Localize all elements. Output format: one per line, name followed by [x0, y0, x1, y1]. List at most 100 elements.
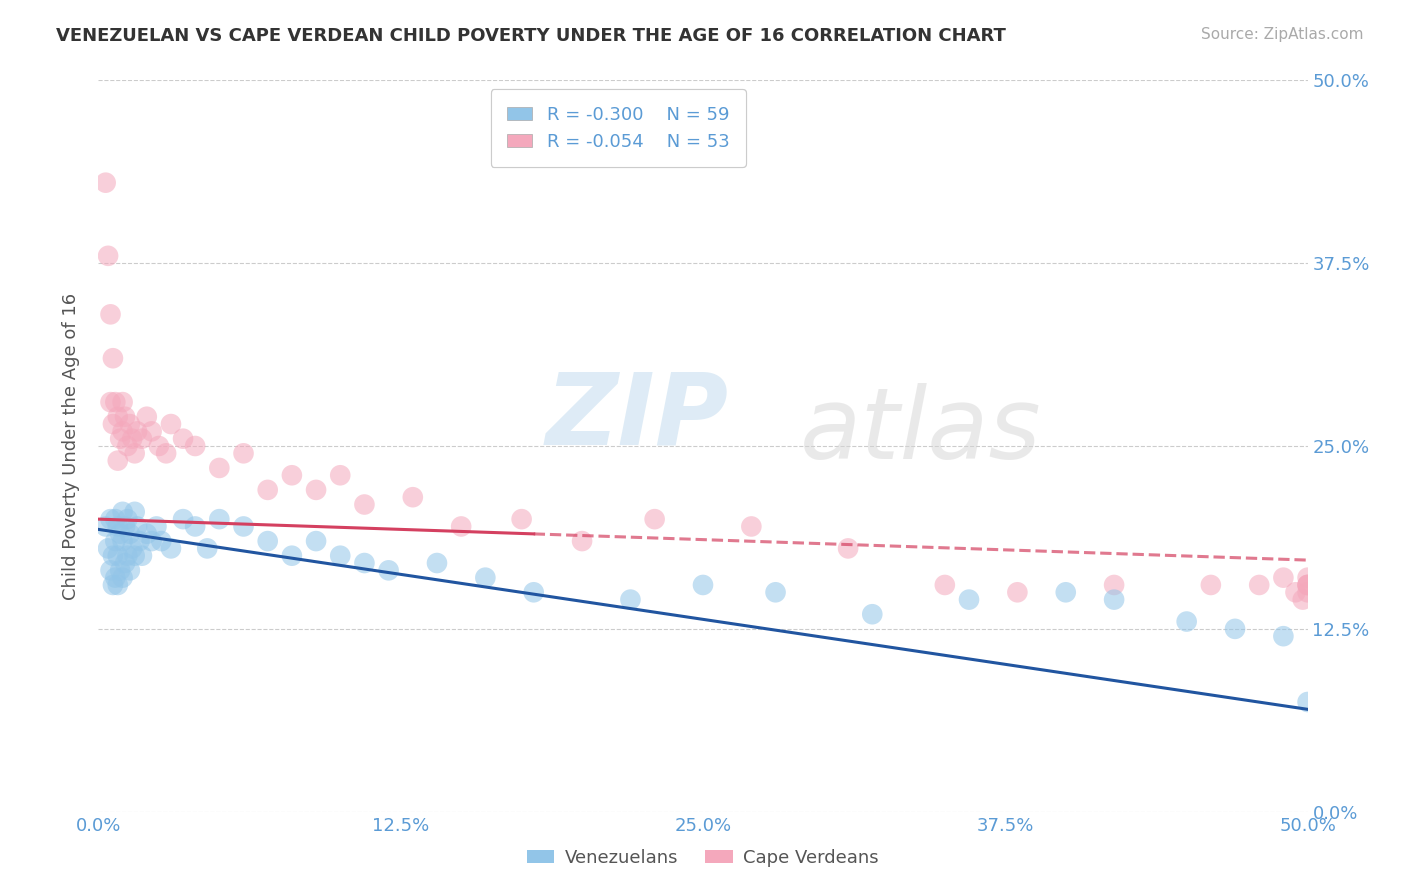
Point: [510, 512, 533, 526]
Point: [141, 425, 163, 439]
Point: [160, 541, 183, 556]
Point: [957, 592, 980, 607]
Point: [172, 512, 194, 526]
Text: ZIP: ZIP: [546, 368, 728, 466]
Point: [934, 578, 956, 592]
Point: [124, 505, 146, 519]
Point: [107, 453, 129, 467]
Point: [1292, 592, 1315, 607]
Point: [402, 490, 425, 504]
Point: [571, 534, 593, 549]
Point: [101, 417, 124, 431]
Point: [1249, 578, 1271, 592]
Point: [94, 519, 117, 533]
Point: [256, 534, 278, 549]
Point: [118, 526, 141, 541]
Point: [104, 512, 127, 526]
Point: [118, 563, 141, 577]
Point: [474, 571, 496, 585]
Point: [1296, 578, 1319, 592]
Point: [329, 468, 352, 483]
Point: [111, 571, 134, 585]
Point: [135, 409, 157, 424]
Point: [150, 534, 173, 549]
Point: [172, 432, 194, 446]
Point: [281, 468, 304, 483]
Point: [353, 498, 375, 512]
Point: [329, 549, 352, 563]
Point: [148, 439, 170, 453]
Point: [1223, 622, 1246, 636]
Point: [104, 395, 127, 409]
Point: [101, 549, 124, 563]
Point: [97, 541, 120, 556]
Point: [101, 351, 124, 366]
Point: [145, 519, 167, 533]
Point: [523, 585, 546, 599]
Point: [1296, 571, 1319, 585]
Point: [114, 409, 136, 424]
Text: VENEZUELAN VS CAPE VERDEAN CHILD POVERTY UNDER THE AGE OF 16 CORRELATION CHART: VENEZUELAN VS CAPE VERDEAN CHILD POVERTY…: [56, 27, 1007, 45]
Point: [1296, 578, 1319, 592]
Point: [107, 519, 129, 533]
Point: [100, 512, 122, 526]
Point: [100, 307, 122, 321]
Point: [208, 512, 231, 526]
Point: [100, 563, 122, 577]
Point: [111, 534, 134, 549]
Point: [124, 446, 146, 460]
Point: [135, 526, 157, 541]
Point: [117, 439, 139, 453]
Point: [121, 541, 143, 556]
Point: [107, 578, 129, 592]
Point: [1272, 629, 1295, 643]
Point: [1199, 578, 1222, 592]
Point: [141, 534, 163, 549]
Point: [426, 556, 449, 570]
Point: [160, 417, 183, 431]
Point: [111, 395, 134, 409]
Point: [644, 512, 666, 526]
Point: [128, 534, 150, 549]
Point: [281, 549, 304, 563]
Point: [94, 176, 117, 190]
Point: [765, 585, 787, 599]
Point: [127, 425, 149, 439]
Text: atlas: atlas: [800, 383, 1042, 480]
Point: [1102, 578, 1125, 592]
Point: [100, 395, 122, 409]
Point: [353, 556, 375, 570]
Point: [1007, 585, 1029, 599]
Point: [127, 519, 149, 533]
Point: [450, 519, 472, 533]
Point: [256, 483, 278, 497]
Point: [1102, 592, 1125, 607]
Point: [184, 439, 207, 453]
Point: [1296, 578, 1319, 592]
Point: [195, 541, 218, 556]
Point: [107, 409, 129, 424]
Point: [131, 432, 153, 446]
Point: [97, 249, 120, 263]
Y-axis label: Child Poverty Under the Age of 16: Child Poverty Under the Age of 16: [62, 293, 80, 599]
Point: [232, 446, 254, 460]
Point: [104, 534, 127, 549]
Point: [121, 432, 143, 446]
Point: [1296, 585, 1319, 599]
Point: [377, 563, 399, 577]
Text: Source: ZipAtlas.com: Source: ZipAtlas.com: [1201, 27, 1364, 42]
Point: [108, 432, 131, 446]
Point: [1175, 615, 1198, 629]
Point: [155, 446, 177, 460]
Legend: Venezuelans, Cape Verdeans: Venezuelans, Cape Verdeans: [520, 842, 886, 874]
Point: [184, 519, 207, 533]
Point: [619, 592, 641, 607]
Point: [692, 578, 714, 592]
Point: [860, 607, 883, 622]
Point: [740, 519, 762, 533]
Point: [118, 417, 141, 431]
Point: [117, 512, 139, 526]
Point: [124, 549, 146, 563]
Point: [114, 519, 136, 533]
Point: [1272, 571, 1295, 585]
